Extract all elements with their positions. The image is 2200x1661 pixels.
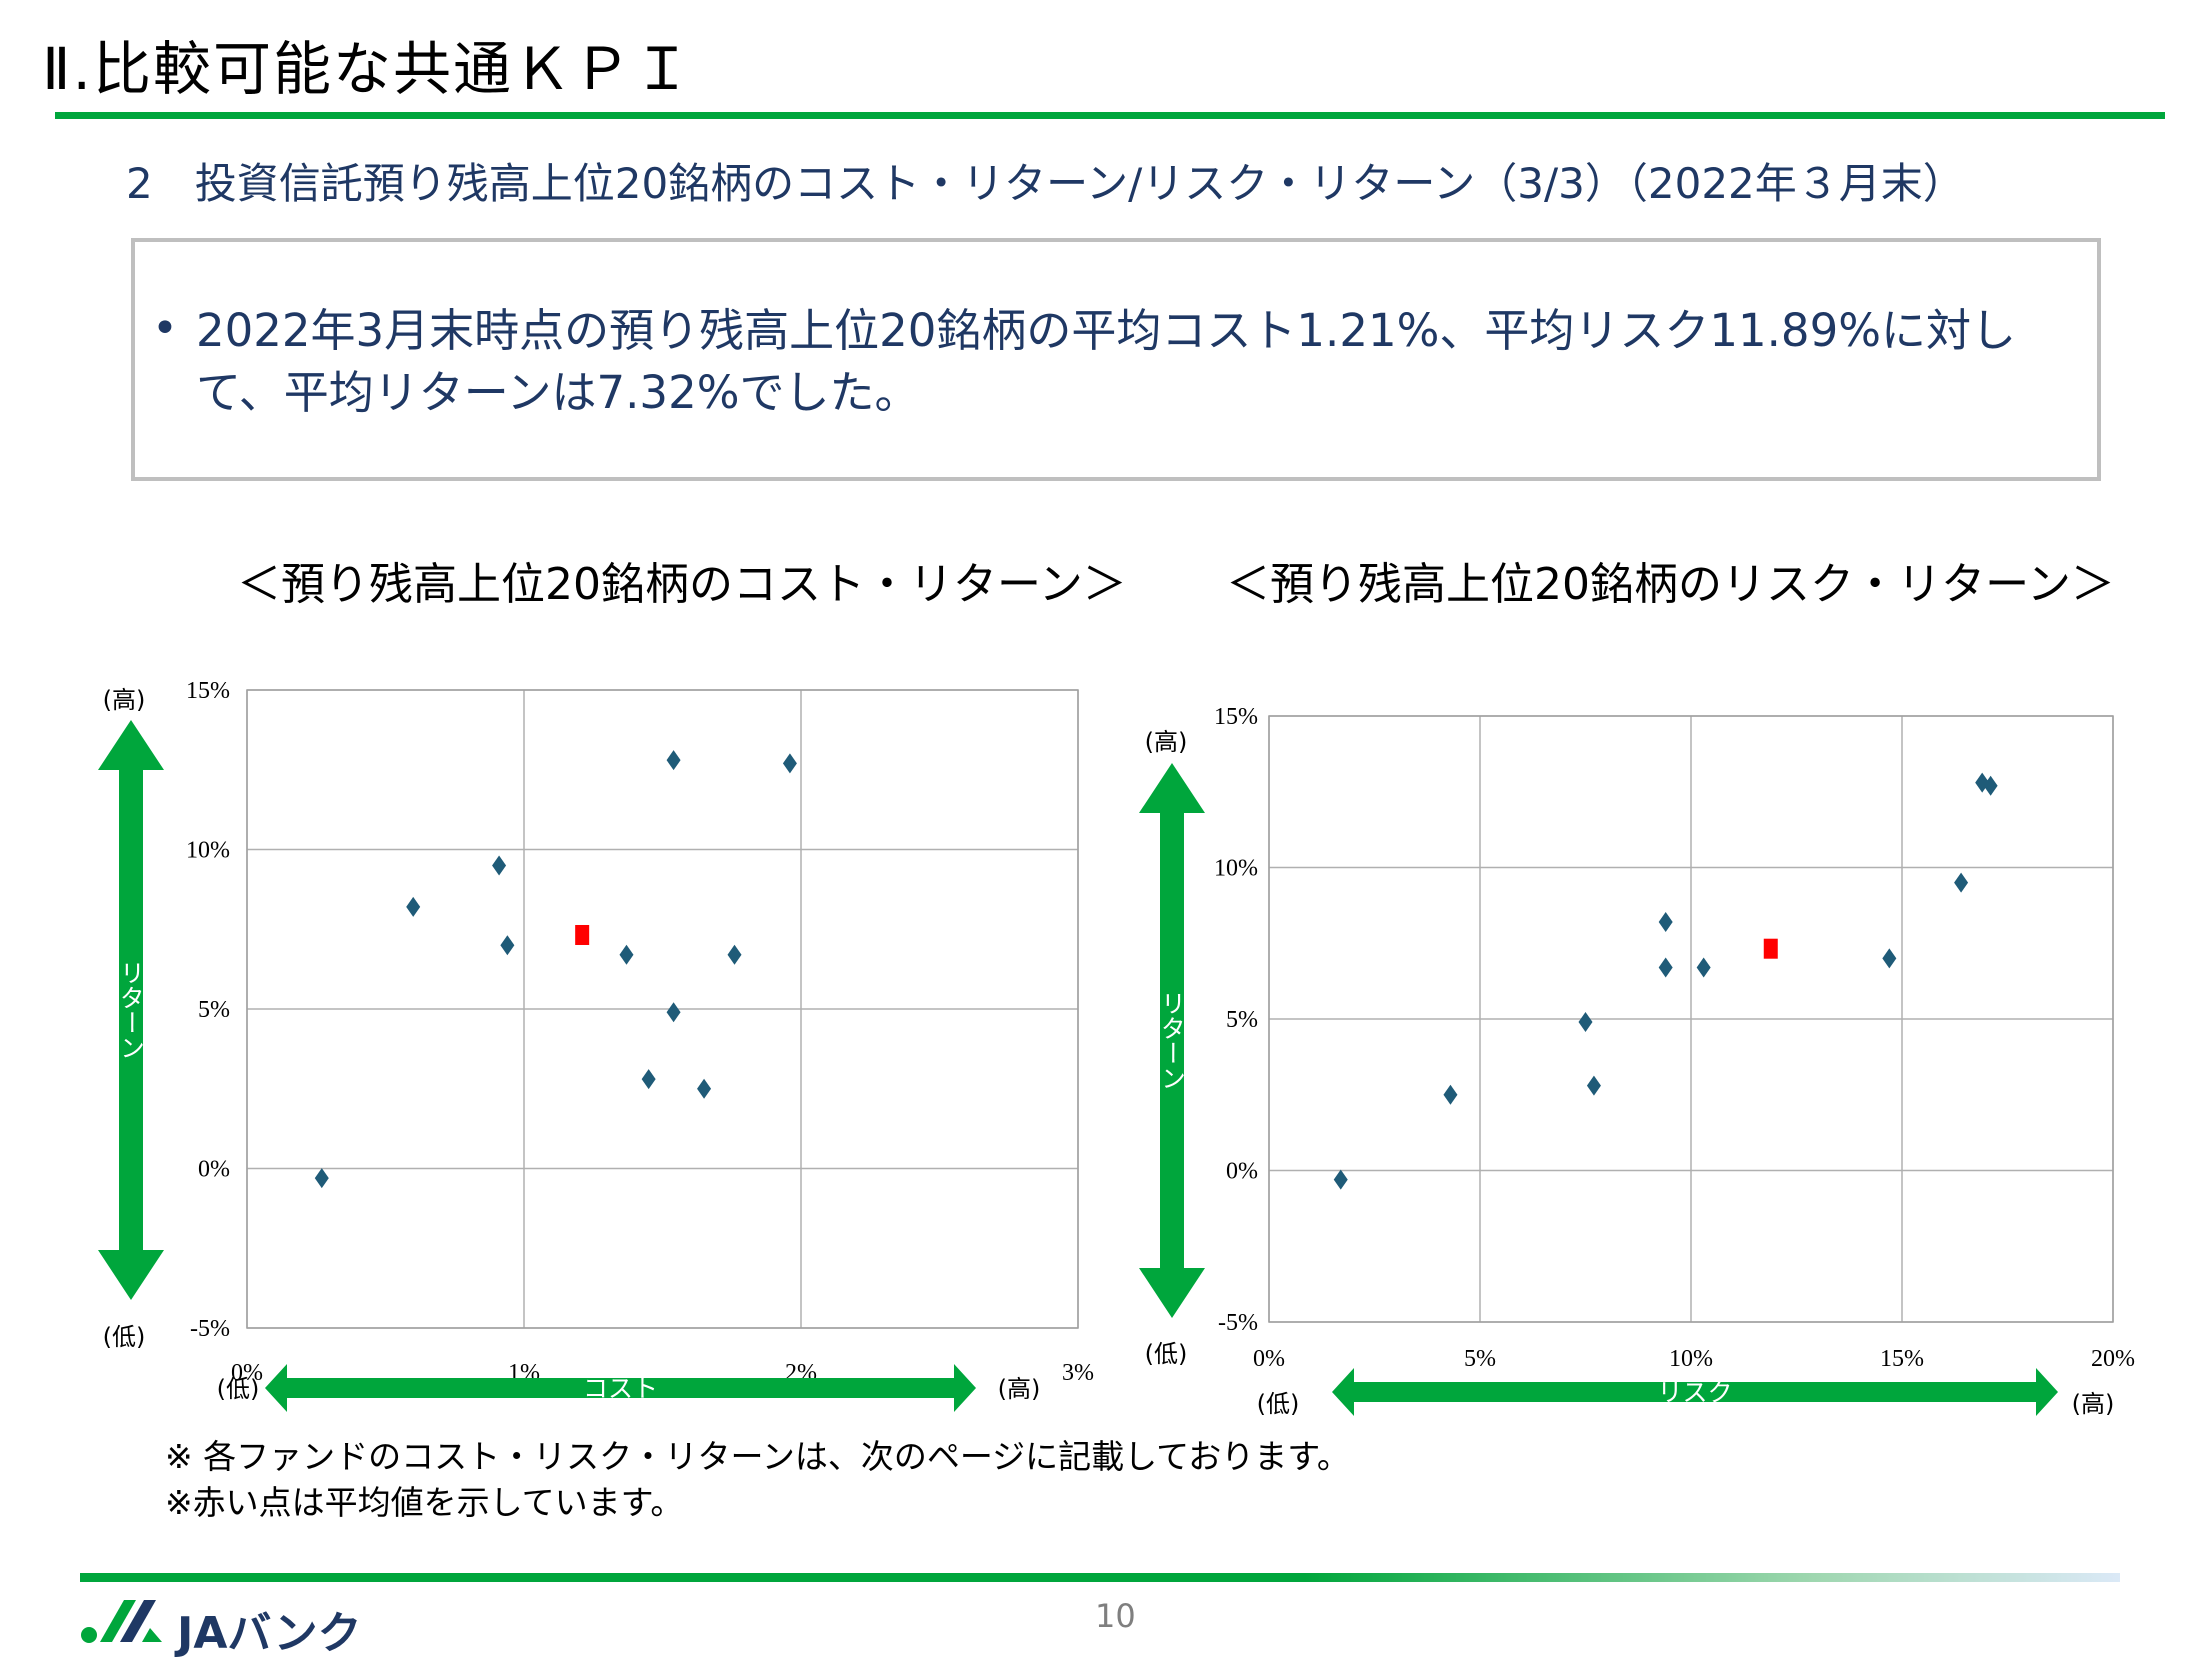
summary-text: 2022年3月末時点の預り残高上位20銘柄の平均コスト1.21%、平均リスク11… bbox=[196, 304, 2016, 419]
x-tick-label: 3% bbox=[1062, 1360, 1094, 1386]
y-high-label: (高) bbox=[1145, 728, 1188, 756]
summary-bullet: • bbox=[152, 303, 178, 354]
cost-return-chart-title: ＜預り残高上位20銘柄のコスト・リターン＞ bbox=[237, 559, 1127, 610]
y-axis-label: リターン bbox=[1158, 991, 1187, 1091]
summary-box bbox=[131, 238, 2101, 481]
fund-data-point bbox=[727, 944, 742, 965]
footnote-red-point: ※赤い点は平均値を示しています。 bbox=[165, 1483, 684, 1522]
ja-bank-logo-icon bbox=[81, 1600, 162, 1643]
title-divider bbox=[55, 112, 2165, 119]
y-tick-label: 10% bbox=[186, 838, 230, 864]
y-low-label: (低) bbox=[103, 1323, 146, 1351]
y-tick-label: 10% bbox=[1214, 856, 1258, 882]
fund-data-point bbox=[406, 896, 421, 917]
y-tick-label: 0% bbox=[198, 1157, 230, 1183]
x-low-label: (低) bbox=[1257, 1390, 1300, 1418]
plot-area bbox=[246, 689, 1079, 1329]
x-tick-label: 0% bbox=[231, 1360, 263, 1386]
fund-data-point bbox=[782, 753, 797, 774]
x-low-label: (低) bbox=[217, 1375, 260, 1403]
x-tick-label: 15% bbox=[1880, 1346, 1924, 1372]
fund-data-point bbox=[1696, 957, 1711, 978]
return-axis-arrow-icon bbox=[98, 720, 164, 1300]
x-axis-label: リスク bbox=[1657, 1378, 1732, 1407]
x-tick-label: 20% bbox=[2091, 1346, 2135, 1372]
fund-data-point bbox=[619, 944, 634, 965]
fund-data-point bbox=[1658, 912, 1673, 933]
return-axis-arrow-icon bbox=[1139, 763, 1205, 1318]
charts-canvas: 15%10%5%0%-5%0% 1% 2% 3%リターン(高)(低)コスト(低) (高)… bbox=[98, 678, 2135, 1418]
page-title: Ⅱ.比較可能な共通ＫＰＩ bbox=[42, 35, 693, 103]
risk-return-chart-title: ＜預り残高上位20銘柄のリスク・リターン＞ bbox=[1226, 559, 2115, 610]
average-data-point bbox=[1763, 938, 1778, 959]
y-high-label: (高) bbox=[103, 686, 146, 714]
fund-data-point bbox=[492, 855, 507, 876]
average-data-point bbox=[575, 924, 590, 945]
fund-data-point bbox=[666, 750, 681, 771]
y-tick-label: -5% bbox=[1218, 1310, 1258, 1336]
y-tick-label: -5% bbox=[190, 1316, 230, 1342]
fund-data-point bbox=[314, 1168, 329, 1189]
x-tick-label: 0% bbox=[1253, 1346, 1285, 1372]
fund-data-point bbox=[1882, 948, 1897, 969]
y-tick-label: 5% bbox=[198, 997, 230, 1023]
fund-data-point bbox=[1333, 1169, 1348, 1190]
section-heading: 2 投資信託預り残高上位20銘柄のコスト・リターン/リスク・リターン（3/3）（… bbox=[126, 159, 1965, 208]
cost-return-chart: 15%10%5%0%-5%0% 1% 2% 3%リターン(高)(低)コスト(低) (高) bbox=[98, 678, 1094, 1412]
fund-data-point bbox=[1954, 872, 1969, 893]
y-low-label: (低) bbox=[1145, 1340, 1188, 1368]
plot-area bbox=[1268, 715, 2114, 1323]
fund-data-point bbox=[500, 935, 515, 956]
y-tick-label: 5% bbox=[1226, 1007, 1258, 1033]
footnote-fund-details: ※ 各ファンドのコスト・リスク・リターンは、次のページに記載しております。 bbox=[165, 1437, 1350, 1476]
fund-data-point bbox=[666, 1002, 681, 1023]
y-tick-label: 15% bbox=[186, 678, 230, 704]
fund-data-point bbox=[1443, 1084, 1458, 1105]
fund-data-point bbox=[1983, 775, 1998, 796]
x-axis-arrow-icon bbox=[265, 1364, 976, 1412]
footer-divider bbox=[80, 1573, 2120, 1582]
x-tick-label: 10% bbox=[1669, 1346, 1713, 1372]
x-high-label: (高) bbox=[998, 1375, 1041, 1403]
page-number: 10 bbox=[1095, 1597, 1136, 1635]
fund-data-point bbox=[1586, 1075, 1601, 1096]
y-axis-label: リターン bbox=[117, 960, 146, 1060]
x-tick-label: 5% bbox=[1464, 1346, 1496, 1372]
logo-text: JAバンク bbox=[177, 1608, 362, 1659]
fund-data-point bbox=[1658, 957, 1673, 978]
risk-return-chart: 15% 10% 5% 0% -5% 0% 5% 10% 15% 20% リターン (高) (低) リスク (… bbox=[1139, 704, 2135, 1418]
fund-data-point bbox=[641, 1069, 656, 1090]
x-high-label: (高) bbox=[2072, 1390, 2115, 1418]
x-axis-arrow-icon bbox=[1332, 1368, 2058, 1416]
fund-data-point bbox=[697, 1078, 712, 1099]
y-tick-label: 0% bbox=[1226, 1159, 1258, 1185]
y-tick-label: 15% bbox=[1214, 704, 1258, 730]
fund-data-point bbox=[1578, 1012, 1593, 1033]
x-axis-label: コスト bbox=[583, 1374, 658, 1403]
